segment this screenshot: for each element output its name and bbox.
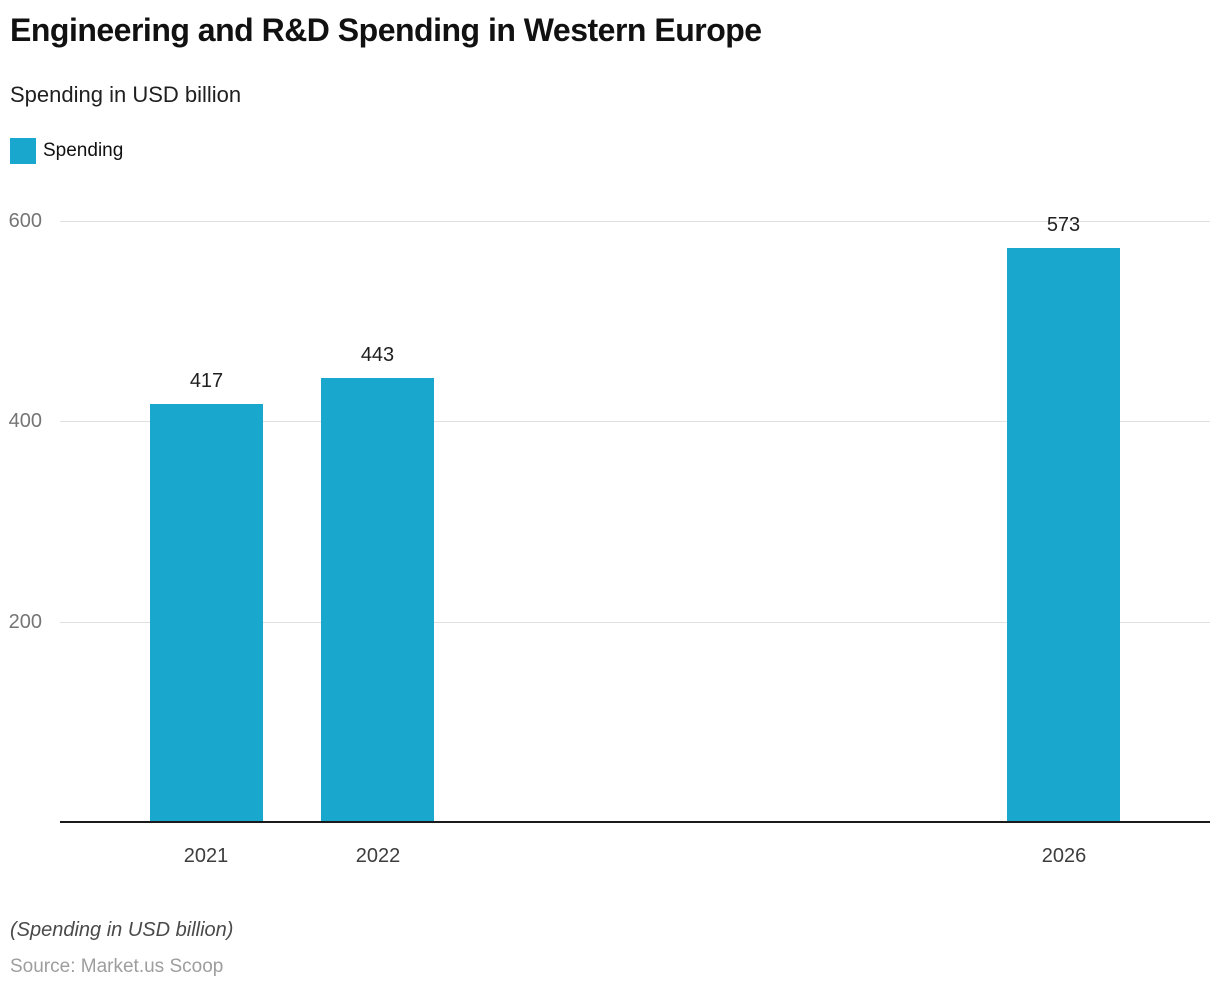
x-axis-tick-label: 2026 bbox=[1041, 845, 1087, 867]
chart-subtitle: Spending in USD billion bbox=[10, 82, 242, 107]
bar-2021[interactable] bbox=[150, 404, 263, 822]
legend: Spending bbox=[10, 138, 123, 164]
bar-2026[interactable] bbox=[1007, 248, 1120, 822]
gridline bbox=[60, 221, 1210, 222]
legend-swatch-icon[interactable] bbox=[10, 138, 36, 164]
bar-2022[interactable] bbox=[321, 378, 434, 822]
x-axis-tick-label: 2021 bbox=[183, 845, 229, 867]
bar-value-label: 443 bbox=[360, 344, 395, 366]
y-axis-tick-label: 200 bbox=[8, 611, 42, 633]
x-axis-line bbox=[60, 821, 1210, 823]
legend-item-label[interactable]: Spending bbox=[43, 140, 124, 161]
chart-title: Engineering and R&D Spending in Western … bbox=[10, 12, 762, 48]
bar-value-label: 573 bbox=[1046, 214, 1081, 236]
footer-source: Source: Market.us Scoop bbox=[10, 956, 224, 977]
y-axis-tick-label: 600 bbox=[8, 210, 42, 232]
x-axis-tick-label: 2022 bbox=[355, 845, 401, 867]
gridline bbox=[60, 421, 1210, 422]
y-axis-tick-label: 400 bbox=[8, 410, 42, 432]
footer-note: (Spending in USD billion) bbox=[10, 919, 234, 941]
gridline bbox=[60, 622, 1210, 623]
bar-value-label: 417 bbox=[189, 370, 224, 392]
